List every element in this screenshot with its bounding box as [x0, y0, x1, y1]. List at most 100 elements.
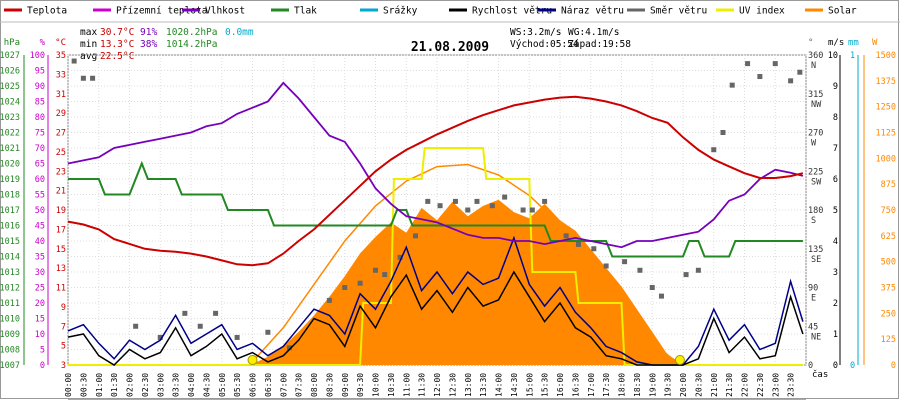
- wind-dir-point: [603, 263, 609, 269]
- axis-dir-compass: E: [811, 294, 816, 304]
- wind-dir-point: [649, 285, 655, 290]
- axis-x-tick: 14:30: [510, 373, 519, 397]
- wind-dir-point: [529, 207, 535, 213]
- axis-ms-label: m/s: [828, 38, 844, 48]
- stat-max-press: 1020.2hPa: [166, 27, 217, 38]
- axis-ms-tick: 4: [833, 237, 838, 247]
- axis-x-tick: 17:30: [602, 373, 611, 397]
- axis-hpa-tick: 1019: [0, 175, 20, 185]
- axis-mm-tick: 0: [850, 361, 855, 371]
- axis-hpa-tick: 1009: [0, 330, 20, 340]
- axis-hpa-tick: 1013: [0, 268, 20, 278]
- axis-dir-tick: 90: [808, 284, 818, 294]
- wind-dir-point: [563, 233, 569, 239]
- legend-label: Rychlost větru: [472, 6, 552, 17]
- axis-x-tick: 00:00: [64, 373, 73, 397]
- axis-dir-compass: N: [811, 61, 816, 71]
- axis-hpa-tick: 1017: [0, 206, 20, 216]
- axis-pct-tick: 5: [40, 346, 45, 356]
- axis-x-tick: 17:00: [587, 373, 596, 397]
- axis-x-tick: 16:00: [556, 373, 565, 397]
- axis-hpa-tick: 1023: [0, 113, 20, 123]
- wind-dir-point: [90, 75, 96, 81]
- wind-dir-point: [265, 329, 271, 335]
- legend-label: Tlak: [294, 6, 317, 17]
- axis-temp-tick: 15: [56, 245, 66, 255]
- axis-w-tick: 250: [881, 309, 896, 319]
- axis-dir-compass: W: [811, 139, 817, 149]
- axis-pct-tick: 100: [30, 51, 45, 61]
- axis-temp-tick: 11: [56, 284, 66, 294]
- stat-min-label: min: [80, 39, 97, 50]
- axis-dir-compass: NW: [811, 100, 822, 110]
- axis-x-tick: 19:30: [664, 373, 673, 397]
- stat-max-label: max: [80, 27, 97, 38]
- axis-hpa-tick: 1022: [0, 129, 20, 139]
- axis-x-tick: 13:30: [479, 373, 488, 397]
- axis-temp-tick: 5: [61, 342, 66, 352]
- wind-dir-point: [772, 61, 778, 67]
- wind-dir-point: [71, 58, 77, 64]
- wind-dir-point: [542, 198, 548, 204]
- stat-min-temp: 13.3°C: [100, 39, 134, 50]
- axis-hpa-tick: 1021: [0, 144, 20, 154]
- axis-pct-tick: 10: [35, 330, 45, 340]
- wind-dir-point: [683, 272, 689, 278]
- axis-mm-label: mm: [848, 38, 859, 48]
- axis-pct-tick: 80: [35, 113, 45, 123]
- axis-hpa-tick: 1020: [0, 160, 20, 170]
- axis-x-tick: 09:30: [356, 373, 365, 397]
- axis-temp-tick: 17: [56, 225, 66, 235]
- solar-clear-line: [248, 163, 681, 366]
- wind-dir-point: [695, 267, 701, 273]
- axis-ms-tick: 2: [833, 299, 838, 309]
- axis-x-tick: 23:30: [787, 373, 796, 397]
- axis-w-tick: 750: [881, 206, 896, 216]
- axis-temp-tick: 3: [61, 361, 66, 371]
- axis-temp-label: °C: [55, 38, 66, 48]
- legend-label: Přízemní teplota: [116, 6, 208, 17]
- wind-dir-point: [502, 194, 508, 200]
- axis-hpa-tick: 1007: [0, 361, 20, 371]
- wind-dir-point: [720, 130, 726, 135]
- axis-x-tick: 22:00: [741, 373, 750, 397]
- axis-x-tick: 08:30: [325, 373, 334, 397]
- axis-pct-tick: 30: [35, 268, 45, 278]
- wind-dir-point: [197, 323, 203, 329]
- axis-x-tick: 22:30: [756, 373, 765, 397]
- axis-pct-tick: 60: [35, 175, 45, 185]
- axis-pct-tick: 70: [35, 144, 45, 154]
- axis-hpa-tick: 1026: [0, 67, 20, 77]
- wind-dir-point: [234, 334, 240, 340]
- axis-w-tick: 1250: [876, 103, 896, 113]
- axis-hpa-tick: 1014: [0, 253, 20, 263]
- axis-dir-compass: SW: [811, 177, 822, 187]
- axis-temp-tick: 25: [56, 148, 66, 158]
- axis-x-tick: 04:00: [187, 373, 196, 397]
- axis-x-tick: 23:00: [771, 373, 780, 397]
- wind-dir-point: [452, 198, 458, 204]
- axis-dir-tick: 45: [808, 322, 818, 332]
- wind-dir-point: [520, 207, 526, 213]
- axis-w-tick: 875: [881, 180, 896, 190]
- axis-hpa-tick: 1025: [0, 82, 20, 92]
- wind-dir-point: [286, 345, 292, 351]
- axis-temp-tick: 21: [56, 187, 66, 197]
- legend-label: Vlhkost: [205, 6, 245, 17]
- axis-ms-tick: 9: [833, 82, 838, 92]
- axis-pct-tick: 35: [35, 253, 45, 263]
- wind-dir-point: [465, 207, 471, 213]
- axis-pct-tick: 20: [35, 299, 45, 309]
- axis-x-tick: 11:00: [402, 373, 411, 397]
- wind-dir-point: [474, 198, 480, 204]
- axis-pct-tick: 75: [35, 129, 45, 139]
- axis-dir-tick: 135: [808, 245, 823, 255]
- axis-x-tick: 20:30: [694, 373, 703, 397]
- axis-x-tick: 18:00: [618, 373, 627, 397]
- wind-dir-point: [489, 203, 495, 209]
- axis-ms-tick: 0: [833, 361, 838, 371]
- axis-x-tick: 00:30: [79, 373, 88, 397]
- axis-pct-tick: 90: [35, 82, 45, 92]
- axis-dir-tick: 0: [808, 361, 813, 371]
